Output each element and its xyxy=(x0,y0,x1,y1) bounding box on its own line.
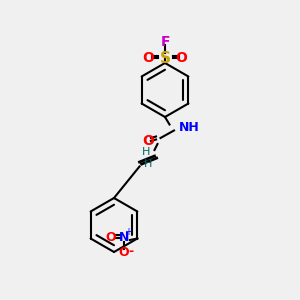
Text: NH: NH xyxy=(178,121,199,134)
Text: -: - xyxy=(128,245,134,259)
Text: O: O xyxy=(142,134,154,148)
Text: O: O xyxy=(105,231,116,244)
Text: O: O xyxy=(176,52,188,65)
Text: O: O xyxy=(142,52,154,65)
Text: O: O xyxy=(118,245,129,259)
Text: S: S xyxy=(160,51,170,66)
Text: N: N xyxy=(119,231,129,244)
Text: H: H xyxy=(142,146,150,157)
Text: +: + xyxy=(124,227,132,237)
Text: H: H xyxy=(144,158,152,169)
Text: F: F xyxy=(160,35,170,49)
